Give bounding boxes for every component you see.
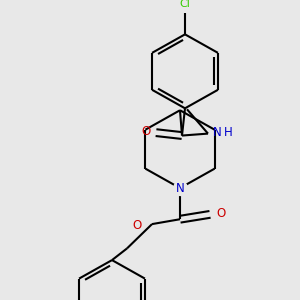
Text: Cl: Cl xyxy=(180,0,190,9)
Text: O: O xyxy=(141,125,151,138)
Text: O: O xyxy=(216,207,226,220)
Text: H: H xyxy=(224,126,233,139)
Text: O: O xyxy=(133,219,142,232)
Text: N: N xyxy=(176,182,184,195)
Text: N: N xyxy=(213,126,222,139)
